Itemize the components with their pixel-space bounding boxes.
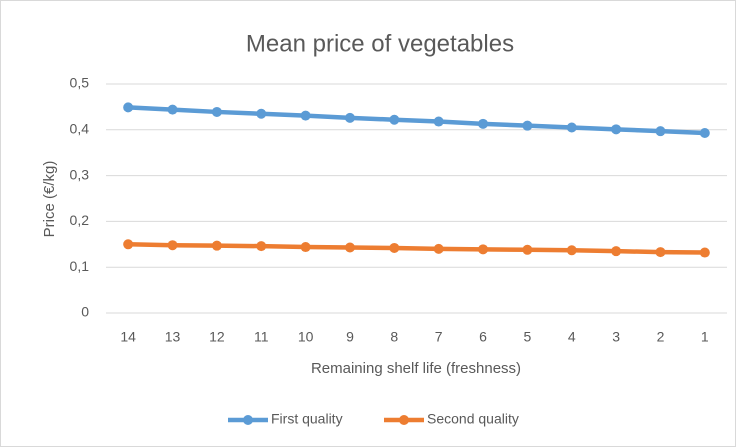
point [389, 114, 400, 125]
y-tick-label: 0,2 [70, 212, 90, 228]
point [566, 245, 577, 256]
point [433, 116, 444, 127]
point [655, 126, 666, 137]
point [522, 120, 533, 131]
point [211, 106, 222, 117]
series-line [125, 105, 708, 136]
x-tick-label: 7 [435, 329, 443, 345]
point [478, 244, 489, 255]
series-line [125, 242, 708, 255]
x-tick-label: 6 [479, 329, 487, 345]
y-axis-label: Price (€/kg) [41, 161, 58, 238]
y-tick-label: 0,3 [70, 166, 90, 182]
x-tick-label: 13 [165, 329, 181, 345]
point [123, 239, 134, 250]
legend-marker [399, 415, 409, 425]
legend-label: First quality [271, 411, 343, 427]
point [167, 104, 178, 115]
chart-title: Mean price of vegetables [246, 30, 514, 57]
point [478, 118, 489, 129]
y-tick-label: 0,5 [70, 75, 90, 91]
point [211, 240, 222, 251]
x-tick-label: 9 [346, 329, 354, 345]
y-tick-label: 0 [81, 304, 89, 320]
legend-label: Second quality [427, 411, 519, 427]
point [566, 122, 577, 133]
y-tick-label: 0,4 [70, 121, 90, 137]
point [699, 247, 710, 258]
y-tick-label: 0,1 [70, 258, 90, 274]
point [522, 244, 533, 255]
point [433, 243, 444, 254]
point [123, 102, 134, 113]
point [611, 124, 622, 135]
point [167, 240, 178, 251]
point [300, 110, 311, 121]
x-tick-label: 8 [390, 329, 398, 345]
point [256, 241, 267, 252]
point [256, 108, 267, 119]
x-tick-label: 3 [612, 329, 620, 345]
point [655, 247, 666, 258]
point [344, 112, 355, 123]
x-tick-label: 1 [701, 329, 709, 345]
x-tick-label: 10 [298, 329, 314, 345]
x-axis-label: Remaining shelf life (freshness) [311, 360, 521, 377]
x-tick-label: 5 [523, 329, 531, 345]
point [300, 242, 311, 253]
x-tick-label: 12 [209, 329, 225, 345]
point [699, 128, 710, 139]
x-tick-label: 4 [568, 329, 576, 345]
x-tick-label: 11 [254, 329, 269, 345]
legend-marker [243, 415, 253, 425]
x-tick-label: 14 [120, 329, 136, 345]
point [611, 246, 622, 257]
point [344, 242, 355, 253]
point [389, 242, 400, 253]
x-tick-label: 2 [657, 329, 665, 345]
